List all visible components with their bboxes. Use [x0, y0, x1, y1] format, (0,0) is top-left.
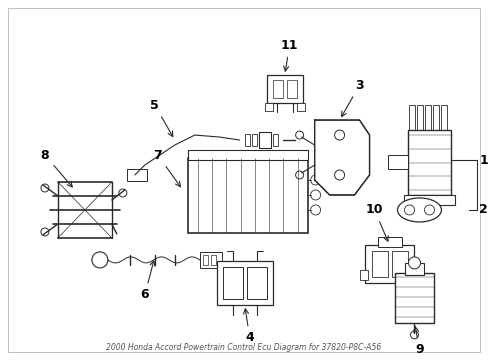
Bar	[258, 132, 270, 148]
Bar	[265, 134, 270, 146]
Circle shape	[334, 170, 344, 180]
Circle shape	[310, 175, 320, 185]
Text: 2000 Honda Accord Powertrain Control Ecu Diagram for 37820-P8C-A56: 2000 Honda Accord Powertrain Control Ecu…	[106, 343, 381, 352]
Polygon shape	[314, 120, 369, 195]
Circle shape	[310, 205, 320, 215]
Bar	[210, 255, 215, 265]
Text: 7: 7	[153, 149, 180, 187]
Bar	[251, 134, 256, 146]
Bar	[272, 80, 282, 98]
Text: 4: 4	[243, 309, 254, 344]
Circle shape	[41, 184, 49, 192]
Circle shape	[407, 257, 420, 269]
Bar	[407, 130, 450, 195]
Bar	[364, 245, 414, 283]
Circle shape	[128, 174, 135, 180]
Text: 2: 2	[478, 203, 487, 216]
Bar	[408, 105, 415, 130]
Text: 5: 5	[150, 99, 172, 136]
Circle shape	[409, 331, 418, 339]
Ellipse shape	[397, 198, 441, 222]
Bar	[187, 150, 307, 160]
Circle shape	[334, 130, 344, 140]
Bar	[296, 103, 304, 111]
Circle shape	[41, 228, 49, 236]
Circle shape	[134, 174, 140, 180]
Circle shape	[404, 205, 414, 215]
Bar	[404, 263, 424, 275]
Bar	[272, 134, 277, 146]
Bar	[222, 267, 242, 299]
Circle shape	[139, 174, 144, 180]
Bar	[371, 251, 386, 277]
Circle shape	[295, 171, 303, 179]
Bar	[359, 270, 367, 280]
Bar	[432, 105, 439, 130]
Bar	[199, 252, 221, 268]
Text: 8: 8	[41, 149, 72, 187]
Bar	[417, 105, 423, 130]
Circle shape	[119, 189, 126, 197]
Bar	[411, 270, 419, 280]
Bar	[126, 169, 146, 181]
Text: 9: 9	[413, 327, 423, 356]
Bar	[286, 80, 296, 98]
Circle shape	[310, 190, 320, 200]
Circle shape	[92, 252, 108, 268]
Circle shape	[295, 131, 303, 139]
Bar	[391, 251, 407, 277]
Bar	[441, 105, 447, 130]
Text: 11: 11	[280, 39, 298, 71]
Text: 3: 3	[341, 78, 363, 117]
Bar	[386, 155, 407, 169]
Bar	[203, 255, 207, 265]
Bar	[187, 158, 307, 233]
Circle shape	[424, 205, 433, 215]
Text: 10: 10	[365, 203, 387, 241]
Bar	[377, 237, 401, 247]
Bar	[266, 75, 302, 103]
Bar	[264, 103, 272, 111]
Text: 1: 1	[478, 153, 487, 167]
Bar	[394, 273, 433, 323]
Text: 6: 6	[140, 261, 155, 301]
Bar	[258, 134, 263, 146]
Bar	[425, 105, 430, 130]
Bar	[403, 195, 454, 205]
Bar	[244, 134, 249, 146]
Bar	[246, 267, 266, 299]
Bar	[216, 261, 272, 305]
